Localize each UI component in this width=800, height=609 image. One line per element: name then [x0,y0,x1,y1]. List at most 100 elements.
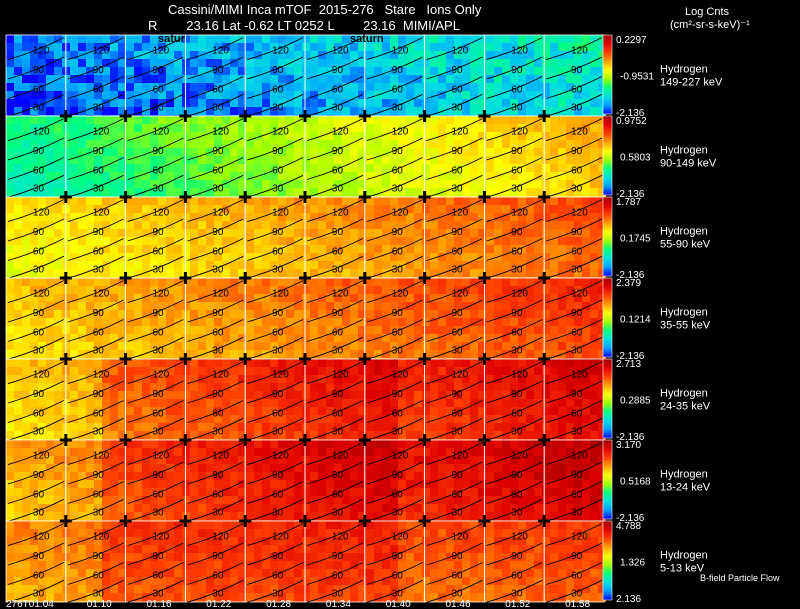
heat-cell [462,75,470,83]
heat-cell [78,464,86,472]
heat-cell [30,359,38,367]
contour-label: 90 [332,308,344,319]
heat-cell [6,67,14,75]
contour-line [306,336,364,360]
contour-label: 60 [571,409,583,420]
heat-cell [374,423,382,431]
heat-cell [70,423,78,431]
heat-cell [590,164,598,172]
heat-cell [190,253,198,261]
heat-cell [366,367,374,375]
heat-cell [534,35,542,43]
heat-cell [38,310,46,318]
heat-cell [494,399,502,407]
contour-line [247,118,304,142]
heat-cell [246,43,254,51]
heat-cell [502,205,510,213]
contour-label: 120 [33,208,50,219]
heat-cell [534,464,542,472]
heat-cell [382,415,390,423]
heat-cell [222,350,230,358]
heat-cell [182,35,190,43]
heat-cell [102,383,110,391]
heat-cell [30,383,38,391]
heat-cell [342,59,350,67]
heat-cell [238,188,246,196]
contour-label: 30 [153,264,165,275]
heat-cell [54,440,62,448]
heat-cell [38,472,46,480]
heat-cell [142,83,150,91]
heat-cell [582,221,590,229]
heat-cell [22,269,30,277]
heat-cell [494,278,502,286]
heat-cell [198,407,206,415]
heat-cell [278,59,286,67]
heat-cell [54,67,62,75]
heat-cell [190,156,198,164]
heat-cell [214,196,222,197]
heat-cell [390,124,398,132]
heat-cell [310,237,318,245]
heat-cell [78,407,86,415]
heat-cell [22,334,30,342]
heat-cell [174,456,182,464]
heat-cell [566,407,574,415]
heat-cell [286,269,294,277]
heat-cell [422,399,430,407]
heat-cell [134,245,142,253]
heat-cell [134,359,142,367]
heat-cell [550,342,558,350]
heat-cell [510,269,518,277]
heat-cell [518,391,526,399]
heat-cell [126,140,134,148]
heat-cell [438,221,446,229]
heat-cell [94,59,102,67]
heat-cell [30,440,38,448]
heat-cell [206,439,214,440]
heat-cell [262,286,270,294]
heat-cell [174,334,182,342]
heat-cell [246,221,254,229]
heat-cell [246,334,254,342]
heat-cell [406,310,414,318]
heat-cell [494,431,502,439]
heat-cell [470,375,478,383]
heat-cell [566,132,574,140]
heat-cell [150,237,158,245]
heat-cell [510,43,518,51]
heat-cell [110,205,118,213]
heat-cell [46,472,54,480]
heat-cell [38,367,46,375]
heat-cell [302,172,310,180]
heat-cell [182,367,190,375]
heat-cell [366,237,374,245]
heat-cell [406,431,414,439]
heat-cell [534,132,542,140]
heat-cell [334,196,342,197]
heat-cell [54,196,62,197]
heat-cell [38,116,46,124]
heat-cell [190,245,198,253]
heat-cell [342,302,350,310]
heat-cell [326,326,334,334]
heat-cell [566,75,574,83]
heat-cell [446,213,454,221]
heat-cell [422,391,430,399]
heat-cell [510,448,518,456]
heat-cell [406,51,414,59]
heat-cell [358,318,366,326]
heat-cell [70,448,78,456]
heat-cell [406,286,414,294]
heat-cell [566,302,574,310]
contour-line [247,76,304,99]
heat-cell [526,269,534,277]
contour-label: 120 [272,370,289,381]
crosshair-marker [124,272,128,284]
heat-cell [598,237,606,245]
contour-label: 90 [332,227,344,238]
heat-cell [510,99,518,107]
contour-line [426,238,483,261]
heat-cell [54,51,62,59]
heat-cell [78,196,86,197]
